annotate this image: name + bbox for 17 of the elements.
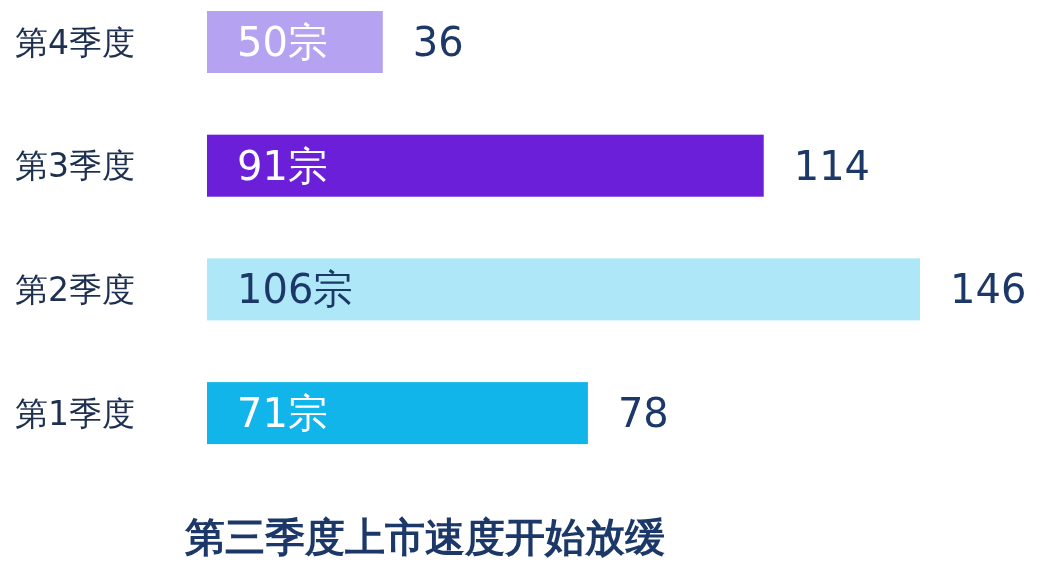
annotation: 91宗 [237,142,328,189]
annotation: 71宗 [237,390,328,437]
data-label: 114 [793,142,871,189]
bar [207,258,920,321]
y-tick-label: 第2季度 [15,269,135,309]
y-tick-label: 第4季度 [15,22,135,62]
annotation: 106宗 [237,266,354,313]
data-label: 78 [617,390,669,437]
data-label: 146 [950,266,1027,313]
bar [207,11,383,73]
bar [207,382,588,445]
data-label: 36 [412,19,464,65]
annotation: 50宗 [237,19,328,65]
bar [207,134,764,197]
y-tick-label: 第1季度 [15,393,135,433]
text: 第三季度上市速度开始放缓 [184,514,665,560]
y-tick-label: 第3季度 [15,146,135,186]
